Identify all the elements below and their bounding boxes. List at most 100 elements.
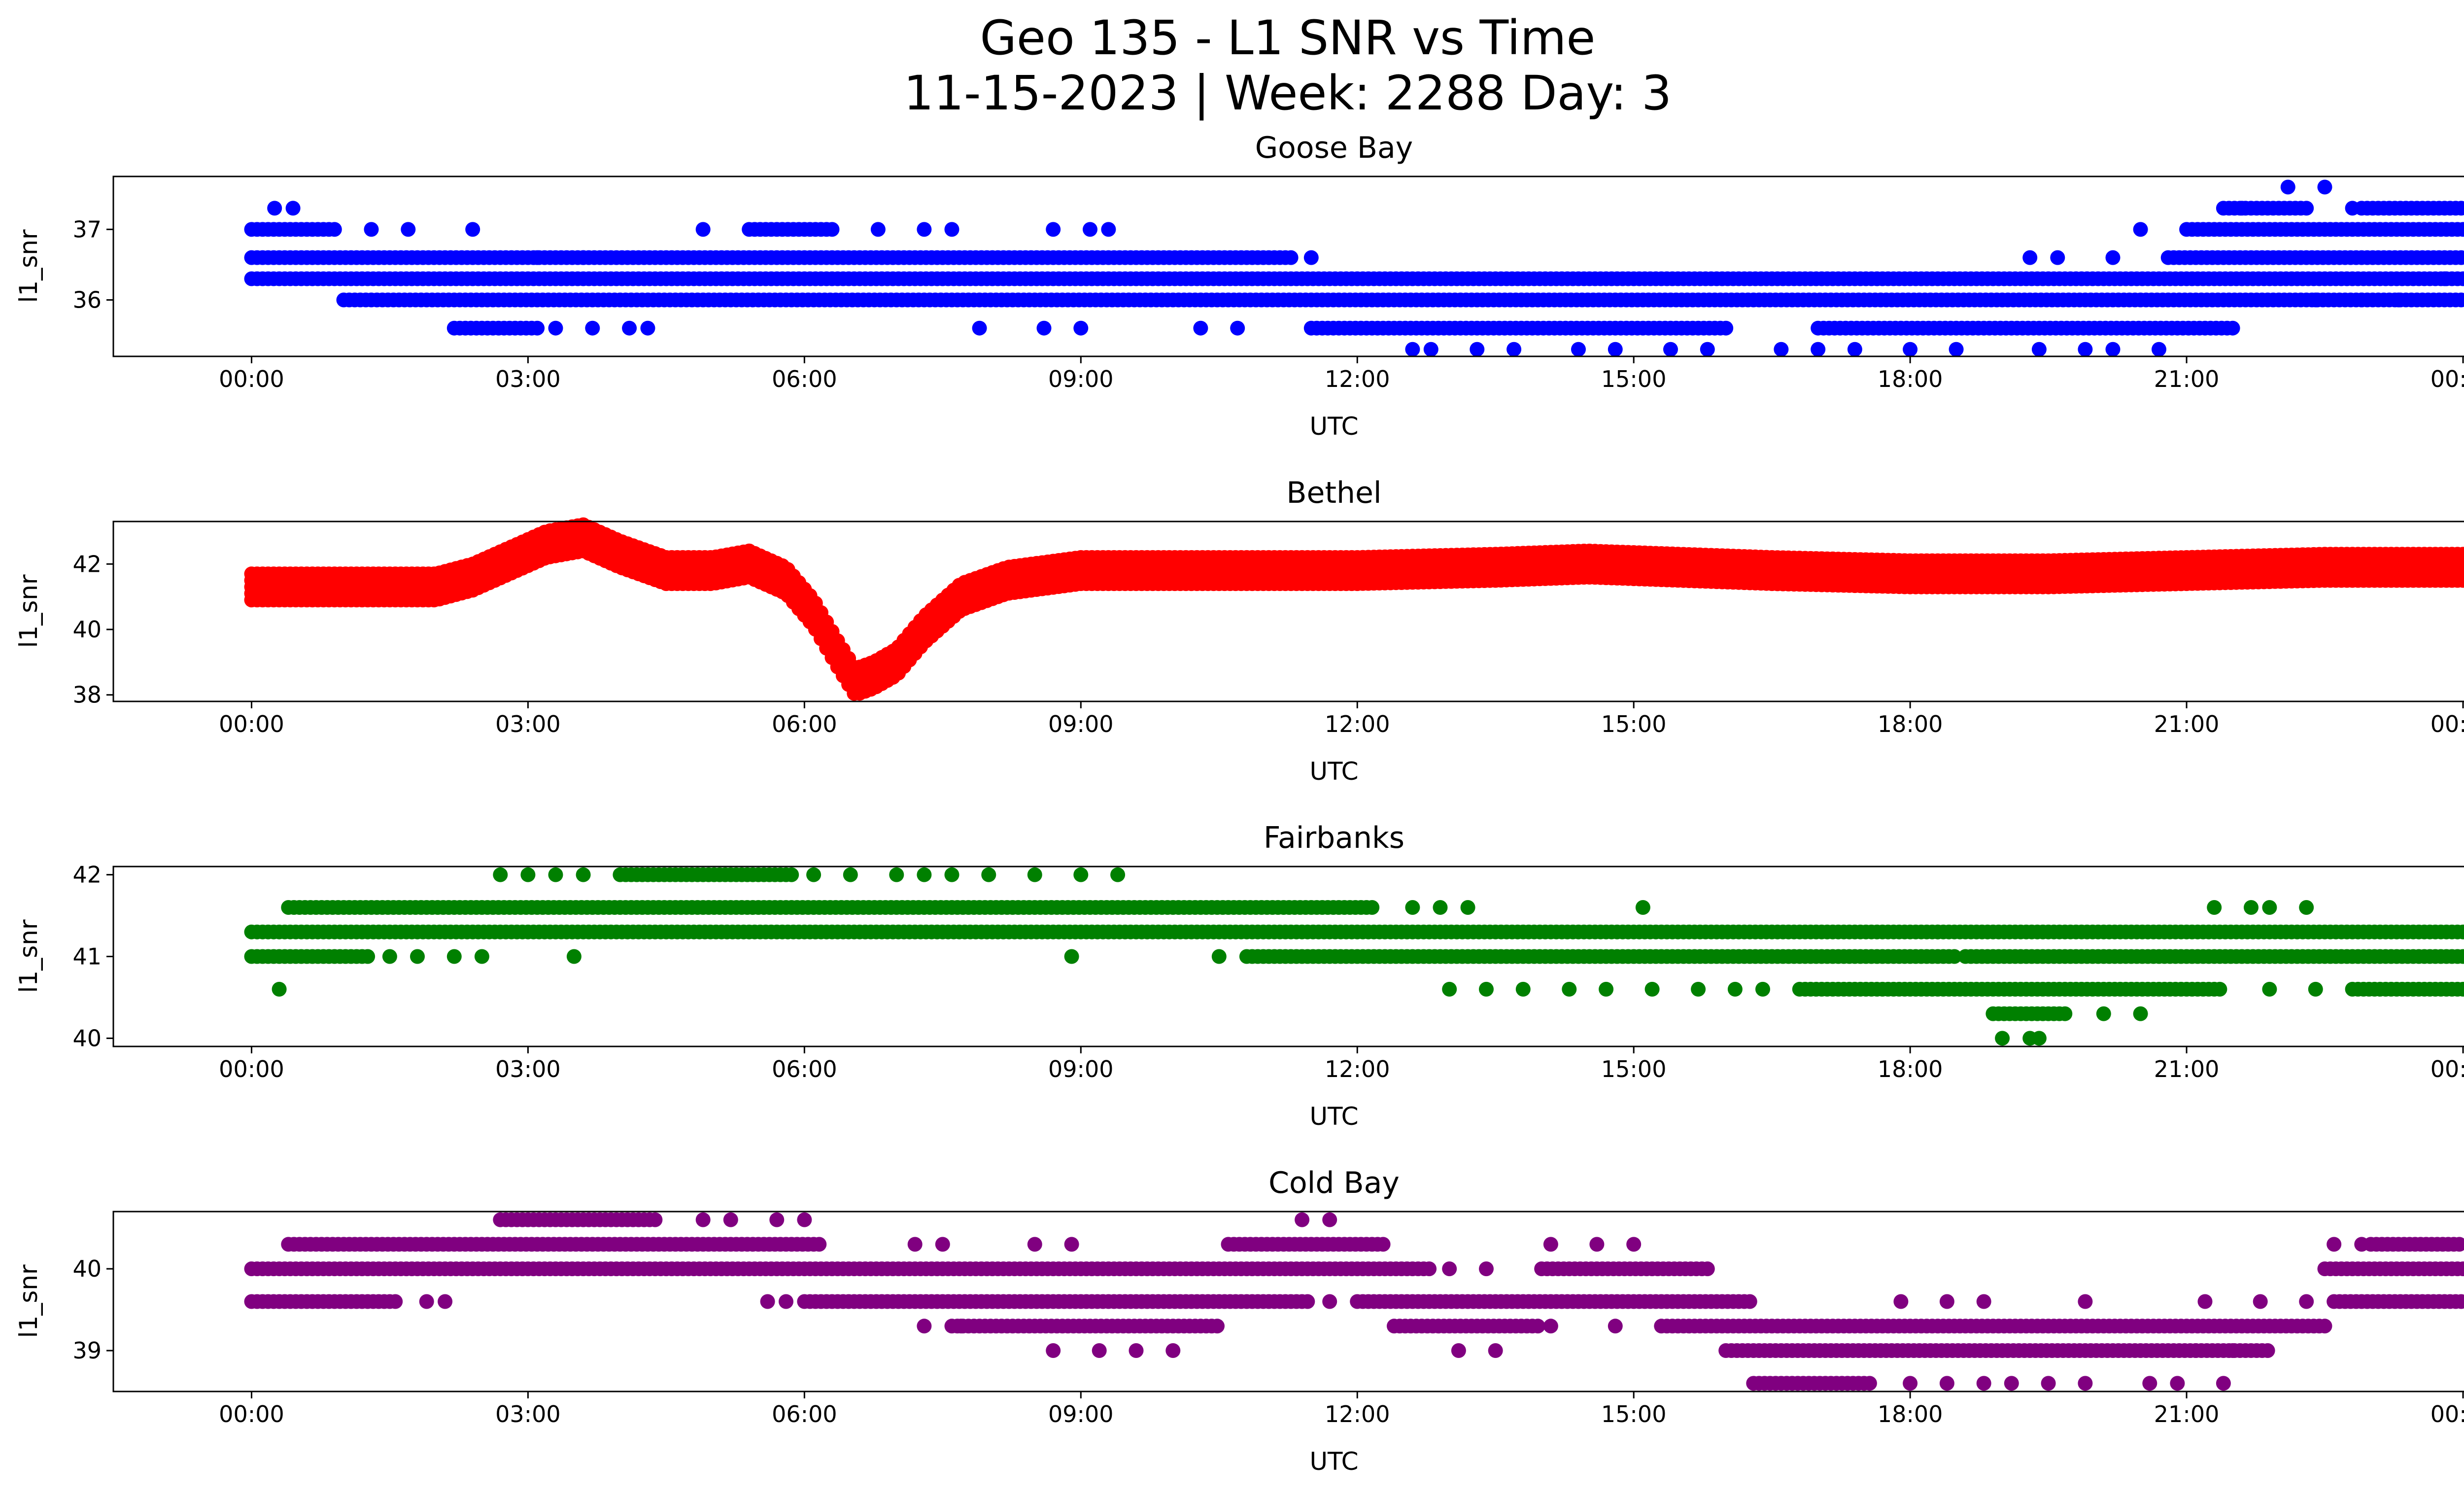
scatter-point bbox=[1036, 320, 1052, 336]
scatter-point bbox=[548, 867, 563, 882]
x-tick-label: 00:00 bbox=[219, 366, 284, 392]
x-axis: 00:00 03:00 06:00 09:00 12:00 15:00 18:00 21:00… bbox=[219, 701, 2464, 737]
scatter-point bbox=[2031, 342, 2047, 357]
scatter-point bbox=[327, 222, 342, 237]
scatter-point bbox=[2456, 271, 2464, 286]
scatter-point bbox=[870, 222, 886, 237]
scatter-point bbox=[493, 867, 508, 882]
scatter-point bbox=[2152, 342, 2166, 357]
scatter-point bbox=[474, 949, 489, 964]
scatter-point bbox=[1046, 222, 1061, 237]
scatter-point bbox=[2262, 981, 2277, 997]
scatter-point bbox=[410, 949, 425, 964]
scatter-point bbox=[1571, 342, 1586, 357]
scatter-point bbox=[1433, 900, 1448, 915]
x-tick-label: 12:00 bbox=[1325, 1056, 1390, 1082]
x-axis-label: UTC bbox=[1309, 1102, 1358, 1131]
scatter-point bbox=[2225, 320, 2240, 336]
x-tick-label: 18:00 bbox=[1878, 711, 1943, 737]
scatter-point bbox=[2262, 900, 2277, 915]
scatter-point bbox=[889, 867, 904, 882]
scatter-point bbox=[1300, 1294, 1315, 1309]
scatter-point bbox=[1479, 981, 1494, 997]
scatter-point bbox=[2454, 201, 2464, 216]
scatter-point bbox=[576, 867, 591, 882]
x-tick-label: 00:00 bbox=[2430, 1056, 2464, 1082]
scatter-point bbox=[824, 222, 840, 237]
scatter-point bbox=[1700, 1261, 1715, 1277]
scatter-point bbox=[1718, 320, 1734, 336]
x-tick-label: 15:00 bbox=[1601, 711, 1667, 737]
axes-frame bbox=[112, 521, 2464, 702]
scatter-point bbox=[1110, 867, 1126, 882]
scatter-point bbox=[530, 250, 545, 265]
scatter-point bbox=[446, 949, 462, 964]
scatter-point bbox=[2299, 201, 2314, 216]
scatter-point bbox=[2437, 271, 2452, 286]
subplot-title: Goose Bay bbox=[1255, 131, 1413, 165]
x-axis-label: UTC bbox=[1309, 757, 1358, 786]
subplot-fairbanks: Fairbanks 00:00 03:00 06:00 09:00 12:00 15:00… bbox=[14, 821, 2464, 1131]
scatter-point bbox=[622, 320, 637, 336]
scatter-point bbox=[1635, 900, 1650, 915]
scatter-point bbox=[806, 867, 821, 882]
scatter-point bbox=[1562, 981, 1577, 997]
y-tick-label: 40 bbox=[72, 1025, 102, 1051]
y-axis-label: l1_snr bbox=[14, 229, 43, 303]
x-tick-label: 12:00 bbox=[1325, 711, 1390, 737]
scatter-point bbox=[2308, 292, 2323, 308]
scatter-point bbox=[1691, 981, 1706, 997]
x-tick-label: 00:00 bbox=[2430, 366, 2464, 392]
y-tick-label: 38 bbox=[72, 682, 102, 708]
x-axis: 00:00 03:00 06:00 09:00 12:00 15:00 18:00 21:00… bbox=[219, 1046, 2464, 1082]
scatter-point bbox=[1700, 342, 1715, 357]
scatter-point bbox=[2078, 342, 2093, 357]
scatter-point bbox=[548, 320, 563, 336]
scatter-point bbox=[1101, 222, 1116, 237]
scatter-point bbox=[2354, 292, 2369, 308]
scatter-point bbox=[2022, 250, 2038, 265]
scatter-marks bbox=[244, 179, 2464, 357]
scatter-point bbox=[382, 949, 397, 964]
scatter-point bbox=[917, 222, 932, 237]
scatter-point bbox=[1405, 900, 1420, 915]
scatter-point bbox=[1930, 924, 1946, 939]
scatter-point bbox=[1742, 1294, 1757, 1309]
y-tick-label: 37 bbox=[72, 216, 102, 243]
x-tick-label: 09:00 bbox=[1048, 1056, 1114, 1082]
scatter-point bbox=[566, 949, 582, 964]
scatter-point bbox=[388, 1294, 403, 1309]
scatter-point bbox=[2105, 342, 2121, 357]
scatter-point bbox=[2133, 1006, 2148, 1021]
scatter-point bbox=[2391, 292, 2406, 308]
scatter-point bbox=[1644, 981, 1660, 997]
scatter-point bbox=[576, 250, 591, 265]
x-tick-label: 06:00 bbox=[772, 711, 837, 737]
scatter-point bbox=[1422, 1261, 1437, 1277]
scatter-point bbox=[981, 867, 996, 882]
scatter-point bbox=[1073, 867, 1089, 882]
scatter-point bbox=[2234, 201, 2250, 216]
subplot-title: Bethel bbox=[1286, 476, 1381, 510]
x-tick-label: 21:00 bbox=[2154, 366, 2220, 392]
scatter-point bbox=[465, 222, 480, 237]
scatter-point bbox=[695, 222, 711, 237]
figure-title-line2: 11-15-2023 | Week: 2288 Day: 3 bbox=[904, 66, 1672, 121]
figure-title-line1: Geo 135 - L1 SNR vs Time bbox=[980, 10, 1596, 66]
subplot-title: Fairbanks bbox=[1264, 821, 1404, 855]
scatter-point bbox=[1193, 320, 1208, 336]
scatter-point bbox=[2345, 201, 2360, 216]
scatter-point bbox=[272, 981, 287, 997]
x-tick-label: 00:00 bbox=[219, 1056, 284, 1082]
scatter-point bbox=[2133, 222, 2148, 237]
y-tick-label: 40 bbox=[72, 616, 102, 643]
x-axis: 00:00 03:00 06:00 09:00 12:00 15:00 18:00 21:00… bbox=[219, 356, 2464, 392]
y-tick-label: 42 bbox=[72, 862, 102, 888]
scatter-point bbox=[1442, 981, 1457, 997]
scatter-point bbox=[1365, 900, 1380, 915]
x-tick-label: 03:00 bbox=[495, 1056, 561, 1082]
